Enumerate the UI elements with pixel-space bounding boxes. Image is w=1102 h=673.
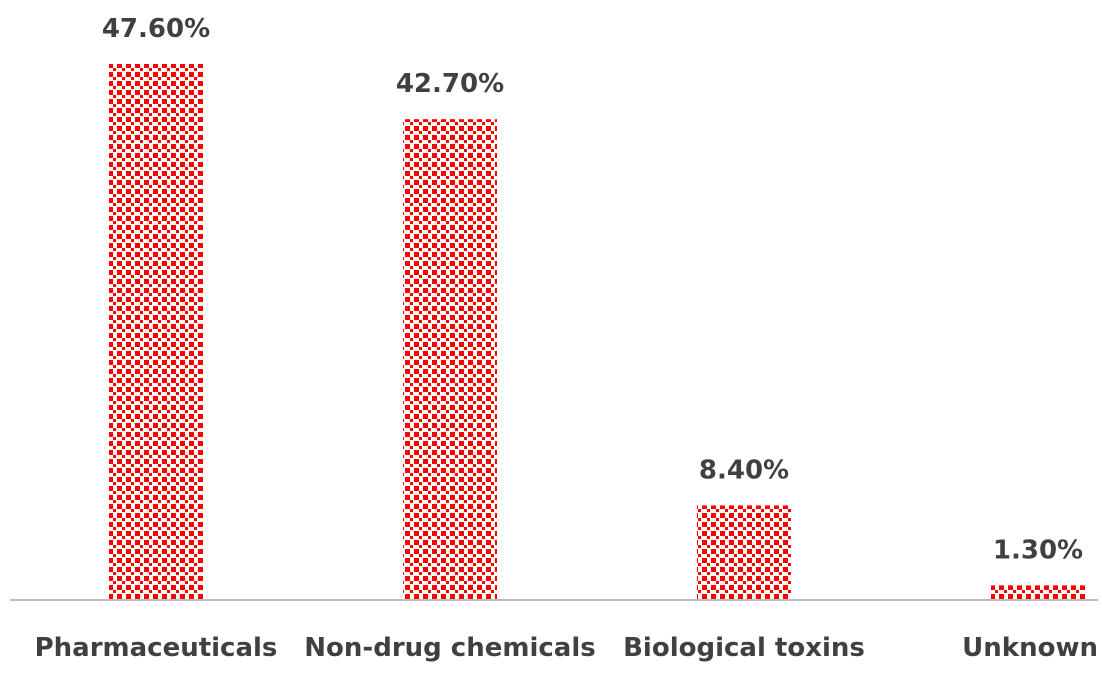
data-label-unknown: 1.30% — [993, 535, 1083, 565]
bar-pharmaceuticals — [109, 64, 203, 600]
category-labels-layer: Pharmaceuticals Non-drug chemicals Biologi… — [35, 633, 1098, 663]
data-label-non-drug-chemicals: 42.70% — [396, 69, 504, 99]
category-label-unknown: Unknown — [962, 633, 1098, 663]
data-label-pharmaceuticals: 47.60% — [102, 14, 210, 44]
category-label-pharmaceuticals: Pharmaceuticals — [35, 633, 278, 663]
bar-non-drug-chemicals — [403, 119, 497, 601]
bar-unknown — [991, 585, 1085, 600]
bar-biological-toxins — [697, 505, 791, 600]
category-label-biological-toxins: Biological toxins — [623, 633, 865, 663]
bars-layer — [109, 64, 1085, 601]
data-label-biological-toxins: 8.40% — [699, 455, 789, 485]
value-labels-layer: 47.60% 42.70% 8.40% 1.30% — [102, 14, 1083, 565]
category-label-non-drug-chemicals: Non-drug chemicals — [304, 633, 595, 663]
